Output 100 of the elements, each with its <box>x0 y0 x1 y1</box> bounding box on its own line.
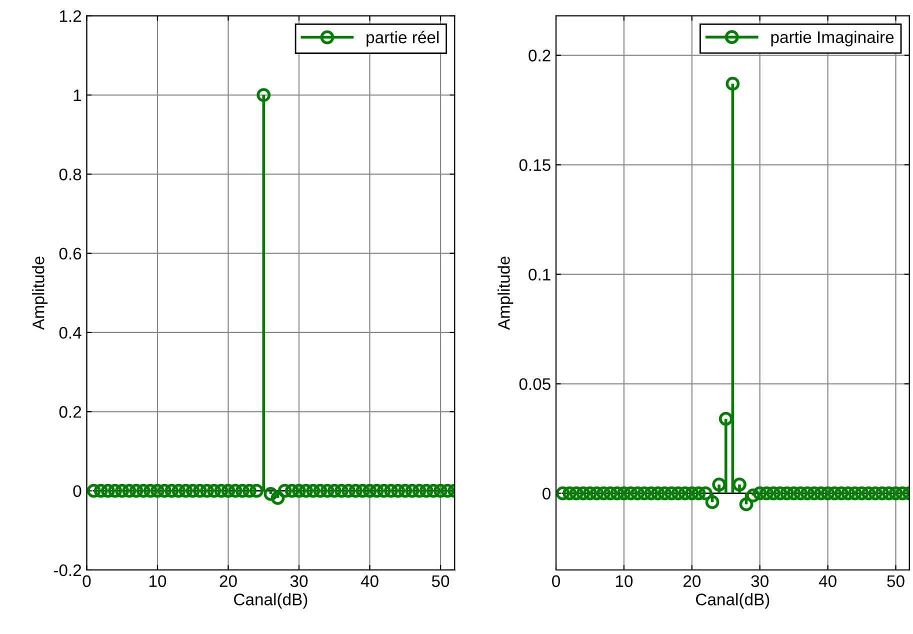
legend-label: partie réel <box>366 30 439 47</box>
point <box>882 486 896 500</box>
point <box>278 484 292 498</box>
y-tick-label: 0.2 <box>528 50 550 62</box>
point <box>172 484 186 498</box>
point <box>327 484 342 498</box>
point <box>108 484 122 498</box>
point <box>650 486 665 500</box>
point <box>178 484 193 498</box>
point <box>86 484 101 498</box>
x-tick-label: 0 <box>82 575 91 588</box>
point <box>405 484 420 498</box>
point <box>391 484 406 498</box>
point <box>692 486 706 500</box>
point <box>334 484 348 498</box>
point <box>794 486 808 500</box>
point <box>664 486 678 500</box>
y-tick-label: 0.6 <box>59 248 82 260</box>
point <box>644 486 658 500</box>
point <box>164 484 179 498</box>
point <box>766 486 780 500</box>
point <box>760 486 774 500</box>
x-tick-label: 40 <box>360 575 378 588</box>
x-axis-title: Canal(dB) <box>696 593 770 609</box>
point <box>362 484 377 498</box>
point <box>617 486 631 500</box>
point <box>342 484 356 498</box>
point <box>705 495 720 510</box>
point <box>739 497 754 512</box>
point <box>143 484 158 498</box>
point <box>348 484 363 498</box>
y-tick-label: 0.1 <box>528 268 550 280</box>
x-tick-label: 50 <box>887 575 904 588</box>
point <box>313 484 328 498</box>
point <box>264 487 278 501</box>
point <box>207 484 222 498</box>
point <box>848 486 862 500</box>
point <box>658 486 672 500</box>
point <box>562 486 577 500</box>
point <box>292 484 306 498</box>
point <box>854 486 869 500</box>
x-tick-label: 40 <box>818 575 836 588</box>
point <box>800 486 814 500</box>
point <box>320 484 334 498</box>
y-tick-label: 0 <box>73 485 82 498</box>
point <box>412 484 426 498</box>
point <box>698 486 712 500</box>
point <box>434 484 448 498</box>
y-tick-label: 1.2 <box>60 10 82 22</box>
y-axis-title: Amplitude <box>498 256 514 330</box>
x-axis-title: Canal(dB) <box>234 593 308 609</box>
point <box>150 484 164 498</box>
y-tick-label: 1 <box>74 90 82 102</box>
point <box>888 486 903 500</box>
x-tick-label: 30 <box>751 575 768 588</box>
point <box>630 486 644 500</box>
y-tick-label: 0.15 <box>519 159 550 171</box>
point <box>398 484 412 498</box>
point <box>610 486 624 500</box>
point <box>569 486 584 500</box>
y-tick-label: 0 <box>542 488 551 500</box>
point <box>603 486 618 500</box>
y-tick-label: 0.2 <box>59 406 82 418</box>
point <box>814 486 828 500</box>
point <box>556 486 570 500</box>
x-tick-label: 20 <box>220 575 237 588</box>
point <box>773 486 788 500</box>
y-tick-label: 0.05 <box>519 378 550 390</box>
point <box>214 484 228 498</box>
point <box>786 486 801 500</box>
point <box>235 484 250 498</box>
point <box>746 488 760 502</box>
point <box>193 484 207 498</box>
y-tick-label: -0.2 <box>54 564 82 576</box>
point <box>637 486 652 500</box>
point <box>752 486 767 500</box>
point <box>94 484 108 498</box>
x-tick-label: 10 <box>149 575 166 588</box>
point <box>576 486 590 500</box>
point <box>780 486 794 500</box>
point <box>712 478 726 492</box>
point <box>868 486 882 500</box>
point <box>671 486 686 500</box>
point <box>726 76 740 91</box>
point <box>299 484 314 498</box>
point <box>596 486 611 500</box>
point <box>678 486 692 500</box>
point <box>440 484 455 498</box>
point <box>221 484 236 498</box>
point <box>384 484 398 498</box>
x-tick-label: 0 <box>552 575 560 588</box>
point <box>419 484 434 498</box>
point <box>115 484 130 498</box>
y-tick-label: 0.4 <box>59 326 82 339</box>
point <box>732 478 746 492</box>
point <box>228 484 242 498</box>
legend-label: partie Imaginaire <box>771 30 894 46</box>
point <box>828 486 842 500</box>
point <box>862 486 876 500</box>
point <box>624 486 638 500</box>
